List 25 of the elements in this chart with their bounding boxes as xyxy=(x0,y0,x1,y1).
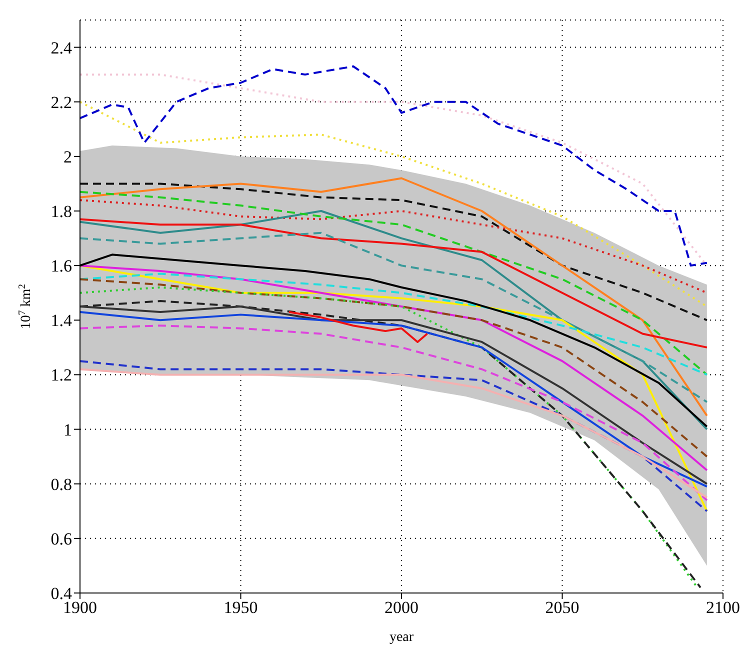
y-tick-label: 1.4 xyxy=(50,311,72,330)
line-series xyxy=(80,177,708,417)
y-tick-label: 1.2 xyxy=(50,366,72,385)
x-tick-label: 1950 xyxy=(224,598,258,618)
y-tick-label: 1.8 xyxy=(50,202,72,222)
line-series xyxy=(80,100,708,308)
x-axis-title: year xyxy=(389,630,414,645)
y-tick-label: 2.2 xyxy=(50,92,72,112)
line-series xyxy=(80,272,708,376)
line-series xyxy=(80,218,708,348)
y-tick-label: 0.6 xyxy=(50,529,72,548)
y-tick-label: 0.8 xyxy=(50,474,72,494)
y-tick-label: 1.6 xyxy=(50,256,72,276)
line-series xyxy=(80,190,708,376)
y-tick-label: 2.4 xyxy=(50,38,72,58)
x-tick-label: 1900 xyxy=(63,598,97,618)
x-tick-label: 2100 xyxy=(706,598,740,618)
line-series xyxy=(288,310,428,343)
y-tick-label: 2 xyxy=(64,147,72,166)
x-tick-label: 2050 xyxy=(545,598,580,618)
y-tick-label: 1 xyxy=(64,420,72,440)
line-series xyxy=(80,182,708,322)
x-tick-label: 2000 xyxy=(384,598,418,618)
line-series xyxy=(80,232,708,403)
line-series xyxy=(80,264,708,512)
